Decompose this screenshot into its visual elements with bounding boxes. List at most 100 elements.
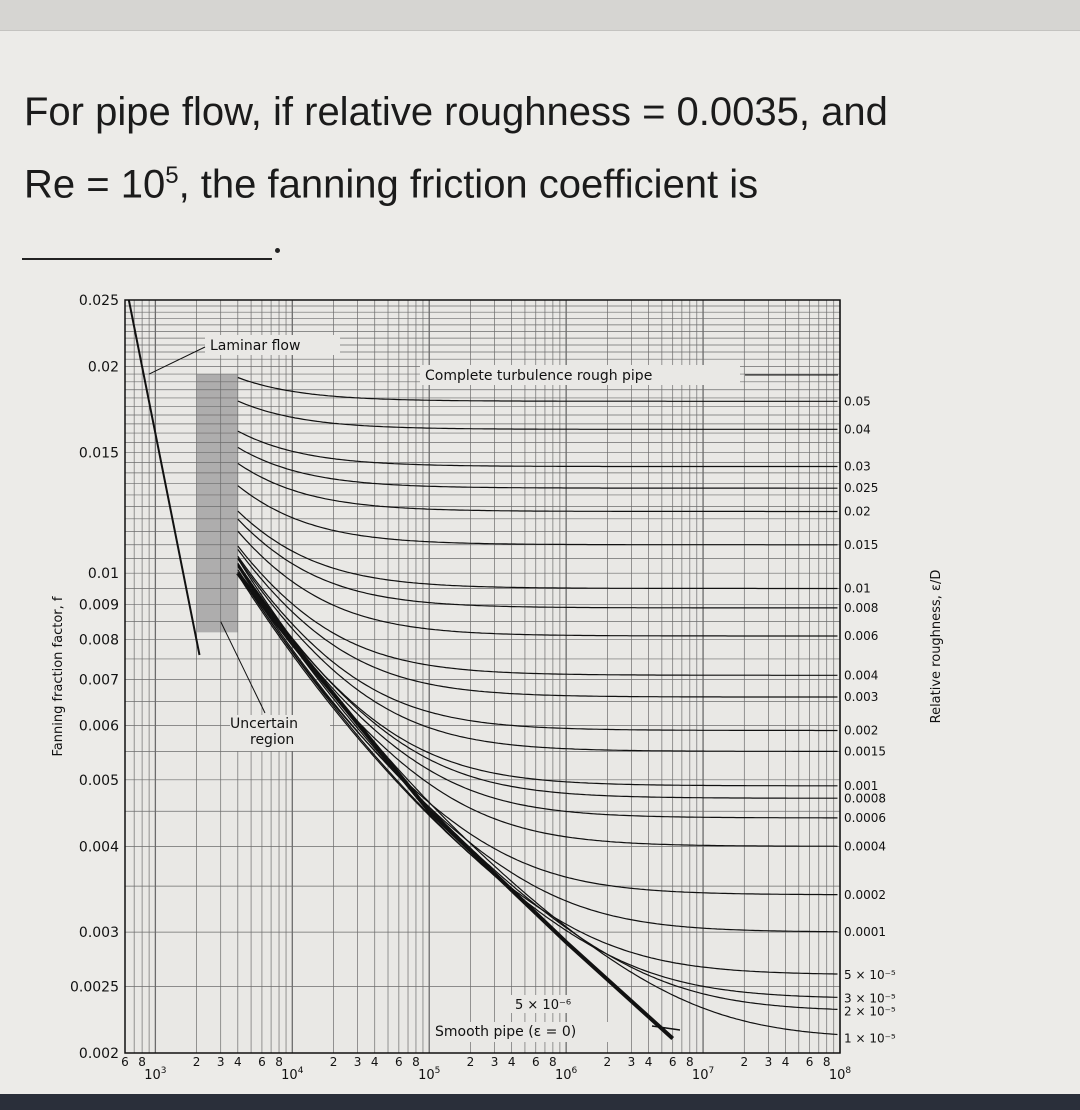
relative-roughness-label: 0.015 xyxy=(844,538,878,552)
relative-roughness-label: 3 × 10⁻⁵ xyxy=(844,992,896,1006)
x-minor-tick-label: 8 xyxy=(686,1055,694,1069)
roughness-curve xyxy=(237,549,838,698)
smooth-eps-label: 5 × 10⁻⁶ xyxy=(515,998,571,1013)
relative-roughness-label: 0.01 xyxy=(844,581,871,595)
x-decade-label: 107 xyxy=(692,1066,714,1083)
question-text: For pipe flow, if relative roughness = 0… xyxy=(24,80,1024,216)
x-minor-tick-label: 8 xyxy=(823,1055,831,1069)
y-tick-label: 0.003 xyxy=(79,925,119,941)
roughness-curve xyxy=(237,563,838,819)
relative-roughness-label: 0.0001 xyxy=(844,925,886,939)
x-minor-tick-label: 4 xyxy=(371,1055,379,1069)
roughness-curve xyxy=(237,555,838,732)
y-tick-label: 0.025 xyxy=(79,293,119,309)
moody-chart-svg: 0.025 0.02 0.015 0.01 0.009 0.008 0.007 0.006 0.… xyxy=(51,293,944,1083)
x-minor-tick-label: 4 xyxy=(234,1055,242,1069)
smooth-pointer xyxy=(651,1025,681,1031)
y-tick-label: 0.002 xyxy=(79,1046,119,1062)
plot-border xyxy=(124,299,841,1054)
x-minor-tick-label: 8 xyxy=(549,1055,557,1069)
y-tick-label: 0.006 xyxy=(79,718,119,734)
relative-roughness-label: 1 × 10⁻⁵ xyxy=(844,1031,896,1045)
x-decade-label: 103 xyxy=(144,1066,166,1083)
y2-axis-title: Relative roughness, ε/D xyxy=(929,570,944,724)
uncertain-label: Uncertain xyxy=(230,716,298,732)
taskbar xyxy=(0,1094,1080,1110)
y-tick-label: 0.009 xyxy=(79,598,119,614)
smooth-eps-bg xyxy=(510,995,580,1013)
relative-roughness-label: 0.03 xyxy=(844,460,871,474)
x-minor-tick-label: 4 xyxy=(645,1055,653,1069)
roughness-curve xyxy=(237,569,838,933)
question-line-2-prefix: Re = 10 xyxy=(24,162,166,207)
x-minor-tick-label: 3 xyxy=(354,1055,362,1069)
relative-roughness-label: 0.001 xyxy=(844,779,878,793)
x-minor-tick-label: 4 xyxy=(508,1055,516,1069)
roughness-curve xyxy=(237,564,838,1010)
roughness-curve xyxy=(237,565,838,787)
smooth-pipe-curve xyxy=(236,571,675,1040)
browser-top-bar xyxy=(0,0,1080,31)
x-minor-tick-label: 8 xyxy=(138,1055,146,1069)
relative-roughness-label: 0.04 xyxy=(844,422,871,436)
laminar-flow-label: Laminar flow xyxy=(210,338,300,354)
relative-roughness-label: 0.003 xyxy=(844,690,878,704)
moody-chart: 0.025 0.02 0.015 0.01 0.009 0.008 0.007 0.006 0.… xyxy=(40,285,1000,1090)
roughness-curve xyxy=(237,485,838,546)
y-tick-label: 0.01 xyxy=(88,566,119,582)
x-minor-tick-label: 8 xyxy=(412,1055,420,1069)
roughness-curve xyxy=(237,446,838,489)
x-minor-tick-label: 6 xyxy=(395,1055,403,1069)
roughness-curve xyxy=(237,530,838,637)
y-tick-label: 0.0025 xyxy=(70,979,119,995)
laminar-flow-line xyxy=(127,299,201,656)
roughness-curve xyxy=(237,462,838,513)
relative-roughness-label: 0.05 xyxy=(844,394,871,408)
roughness-curve xyxy=(237,400,838,430)
x-minor-tick-label: 6 xyxy=(532,1055,540,1069)
roughness-curve xyxy=(237,376,838,402)
question-line-2: Re = 105, the fanning friction coefficie… xyxy=(24,144,1024,216)
smooth-label-bg xyxy=(430,1022,625,1042)
x-decade-label: 106 xyxy=(555,1066,578,1083)
relative-roughness-label: 0.006 xyxy=(844,629,878,643)
x-minor-tick-label: 6 xyxy=(258,1055,266,1069)
answer-blank xyxy=(22,258,272,260)
relative-roughness-label: 0.0002 xyxy=(844,888,886,902)
y-tick-label: 0.008 xyxy=(79,633,119,649)
y-tick-label: 0.007 xyxy=(79,673,119,689)
uncertain-label-bg xyxy=(230,715,330,751)
relative-roughness-label: 0.004 xyxy=(844,668,878,682)
roughness-curve xyxy=(237,572,838,896)
relative-roughness-label: 0.0008 xyxy=(844,791,886,805)
x-minor-tick-label: 2 xyxy=(467,1055,475,1069)
relative-roughness-label: 0.025 xyxy=(844,481,878,495)
plot-area xyxy=(125,300,840,1053)
answer-blank-period xyxy=(275,248,280,253)
roughness-curve xyxy=(237,430,838,468)
x-minor-tick-label: 2 xyxy=(330,1055,338,1069)
x-minor-tick-label: 3 xyxy=(491,1055,499,1069)
x-minor-tick-label: 3 xyxy=(765,1055,773,1069)
y-tick-label: 0.015 xyxy=(79,445,119,461)
uncertain-pointer xyxy=(220,621,266,714)
x-decade-label: 105 xyxy=(418,1066,440,1083)
y-axis-title: Fanning fraction factor, f xyxy=(51,596,66,756)
y-tick-label: 0.02 xyxy=(88,360,119,376)
question-line-2-suffix: , the fanning friction coefficient is xyxy=(178,162,759,207)
complete-turbulence-label: Complete turbulence rough pipe xyxy=(425,368,652,384)
roughness-curve xyxy=(237,545,838,676)
question-line-1: For pipe flow, if relative roughness = 0… xyxy=(24,90,888,134)
relative-roughness-label: 2 × 10⁻⁵ xyxy=(844,1004,896,1018)
complete-label-bg xyxy=(420,365,740,385)
y-tick-label: 0.004 xyxy=(79,839,119,855)
x-minor-tick-label: 8 xyxy=(275,1055,283,1069)
x-minor-tick-label: 6 xyxy=(669,1055,677,1069)
question-exponent: 5 xyxy=(165,162,179,189)
relative-roughness-label: 0.02 xyxy=(844,504,871,518)
relative-roughness-label: 0.0004 xyxy=(844,839,886,853)
region-label: region xyxy=(250,732,294,748)
roughness-curve xyxy=(237,557,838,752)
roughness-curve xyxy=(237,518,838,609)
relative-roughness-label: 0.0015 xyxy=(844,744,886,758)
